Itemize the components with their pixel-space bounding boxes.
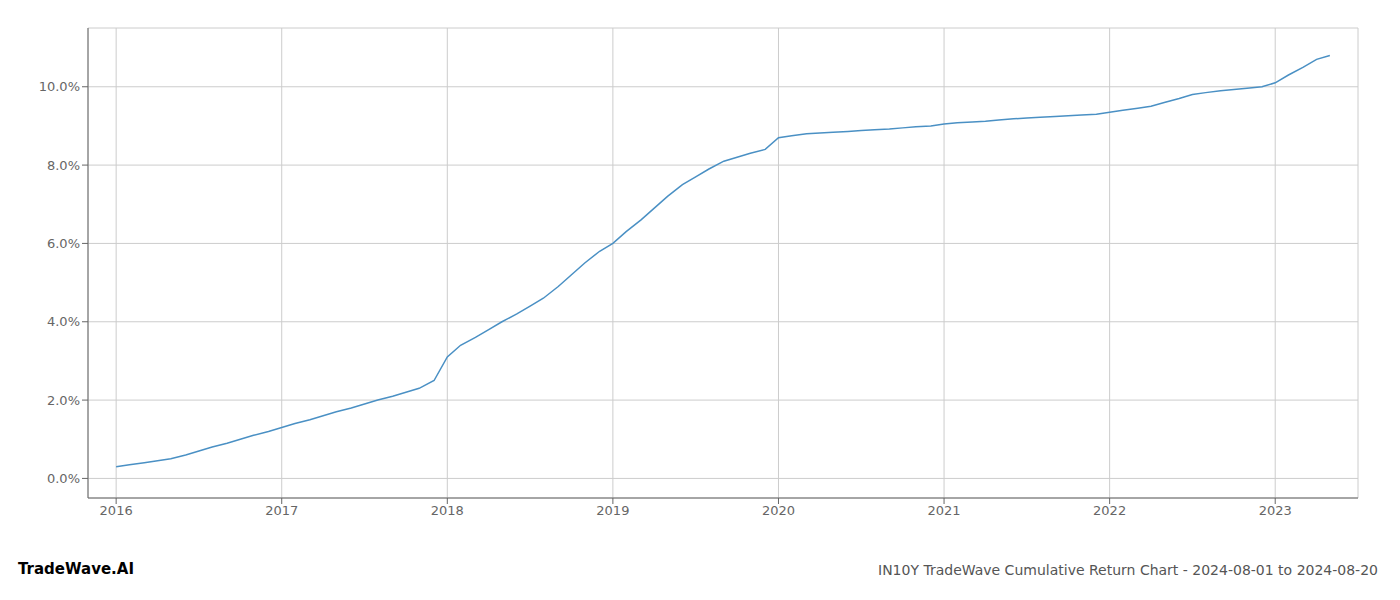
svg-text:6.0%: 6.0% bbox=[47, 236, 80, 251]
svg-text:2016: 2016 bbox=[100, 503, 133, 518]
svg-text:2023: 2023 bbox=[1259, 503, 1292, 518]
svg-text:4.0%: 4.0% bbox=[47, 314, 80, 329]
svg-text:2018: 2018 bbox=[431, 503, 464, 518]
html-text:TradeWave.AI: TradeWave.AI bbox=[18, 560, 134, 578]
html-text:IN10Y TradeWave Cumulative Ret: IN10Y TradeWave Cumulative Return Chart … bbox=[878, 562, 1378, 578]
svg-text:8.0%: 8.0% bbox=[47, 158, 80, 173]
svg-text:2.0%: 2.0% bbox=[47, 393, 80, 408]
svg-text:2019: 2019 bbox=[596, 503, 629, 518]
svg-text:2021: 2021 bbox=[928, 503, 961, 518]
svg-text:10.0%: 10.0% bbox=[39, 79, 80, 94]
svg-text:0.0%: 0.0% bbox=[47, 471, 80, 486]
svg-text:2017: 2017 bbox=[265, 503, 298, 518]
svg-text:2020: 2020 bbox=[762, 503, 795, 518]
svg-text:2022: 2022 bbox=[1093, 503, 1126, 518]
